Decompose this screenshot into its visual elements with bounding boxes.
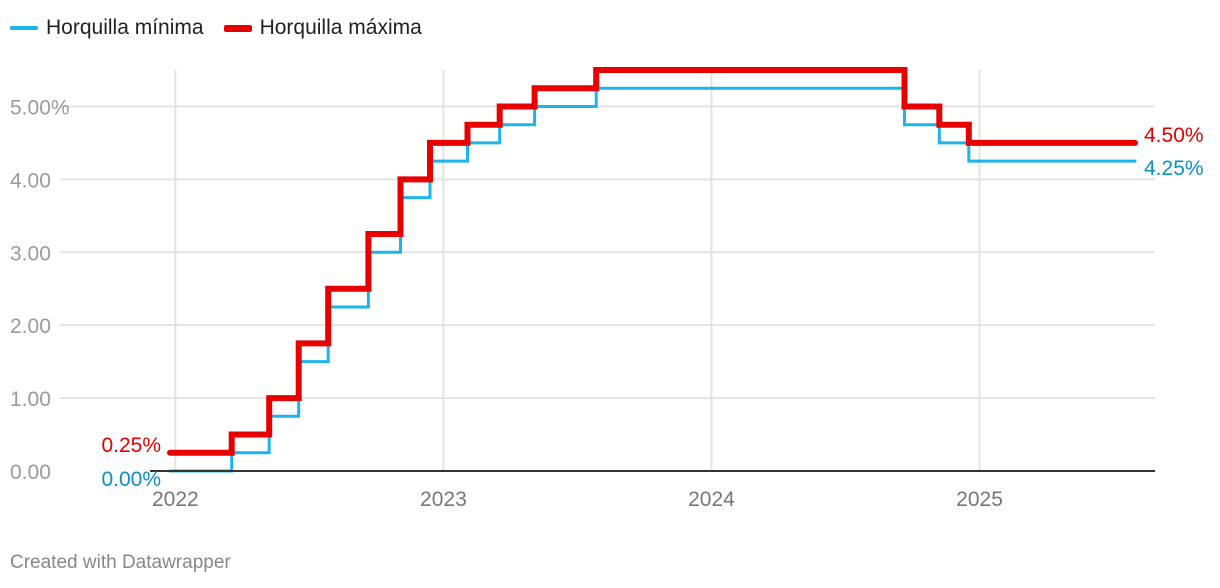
- end-label-min: 4.25%: [1144, 157, 1204, 180]
- series-line-min: [168, 86, 1137, 473]
- x-tick-label: 2025: [956, 488, 1003, 511]
- y-tick-label: 4.00: [10, 169, 51, 192]
- x-tick-label: 2023: [420, 488, 467, 511]
- footer-credit: Created with Datawrapper: [10, 552, 231, 573]
- legend: Horquilla mínima Horquilla máxima: [10, 16, 422, 40]
- start-label-min: 0.00%: [101, 468, 161, 491]
- legend-item-max[interactable]: Horquilla máxima: [223, 16, 422, 40]
- legend-swatch-max: [223, 24, 252, 32]
- y-tick-label: 0.00: [10, 461, 51, 484]
- step-line-chart: 0.00 1.00 2.00 3.00 4.00 5.00% 2022 2023 2024 202…: [10, 67, 1204, 511]
- legend-swatch-min: [10, 26, 38, 30]
- legend-label-max: Horquilla máxima: [259, 16, 422, 39]
- y-tick-label: 2.00: [10, 315, 51, 338]
- y-tick-label: 5.00%: [10, 96, 70, 119]
- start-label-max: 0.25%: [101, 434, 161, 457]
- end-label-max: 4.50%: [1144, 124, 1204, 147]
- x-tick-label: 2022: [152, 488, 199, 511]
- series-line-max: [167, 67, 1138, 456]
- y-tick-label: 3.00: [10, 242, 51, 265]
- legend-item-min[interactable]: Horquilla mínima: [10, 16, 204, 40]
- legend-label-min: Horquilla mínima: [46, 16, 204, 39]
- y-tick-label: 1.00: [10, 388, 51, 411]
- x-tick-label: 2024: [688, 488, 735, 511]
